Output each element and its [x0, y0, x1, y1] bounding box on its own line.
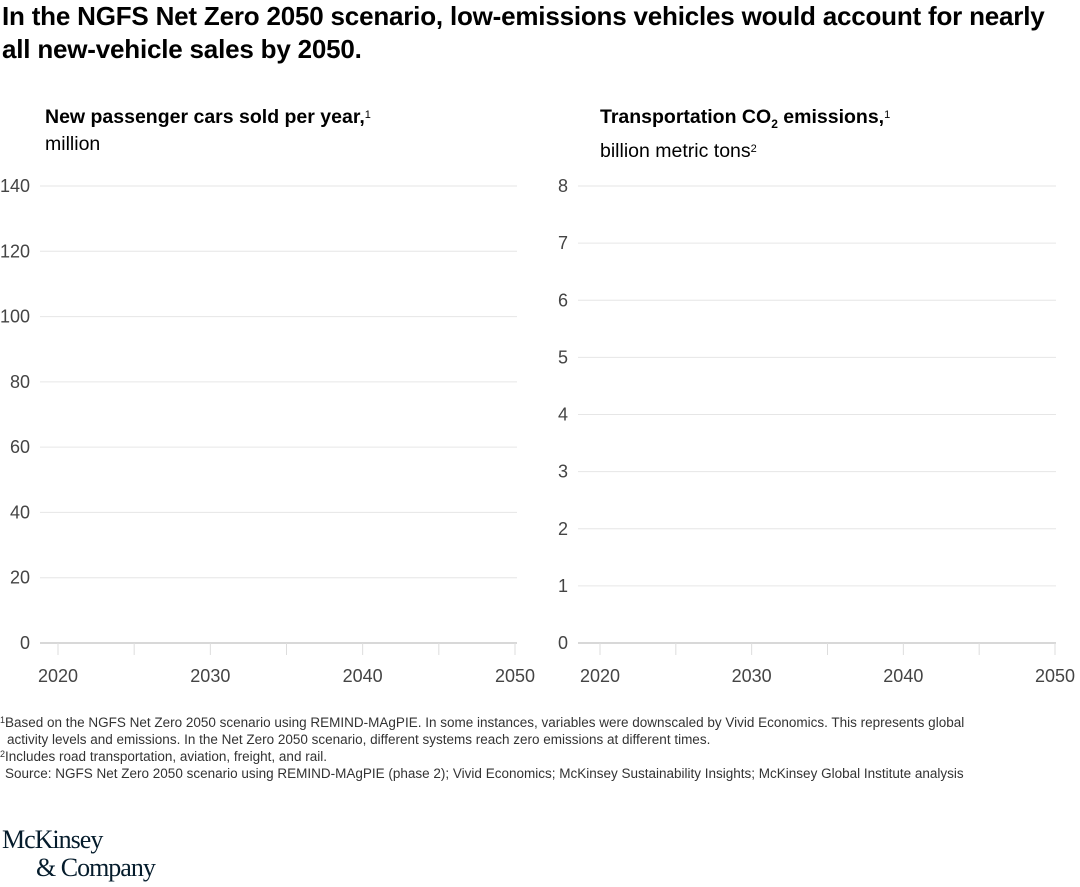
- right-panel-heading: Transportation CO2 emissions,: [600, 106, 885, 131]
- x-tick-label: 2040: [343, 666, 383, 686]
- left-panel-title: New passenger cars sold per year,1 milli…: [45, 104, 371, 158]
- y-tick-label: 60: [10, 437, 30, 457]
- footnote-1: Based on the NGFS Net Zero 2050 scenario…: [5, 715, 965, 730]
- right-panel-title: Transportation CO2 emissions,1 billion m…: [600, 104, 890, 165]
- y-tick-label: 6: [558, 290, 568, 310]
- y-tick-label: 4: [558, 405, 568, 425]
- y-tick-label: 140: [0, 176, 30, 196]
- footnote-1-cont: activity levels and emissions. In the Ne…: [7, 732, 711, 747]
- x-tick-label: 2020: [38, 666, 78, 686]
- x-tick-label: 2030: [190, 666, 230, 686]
- x-tick-label: 2030: [732, 666, 772, 686]
- x-tick-label: 2020: [580, 666, 620, 686]
- chart-headline: In the NGFS Net Zero 2050 scenario, low-…: [2, 1, 1045, 64]
- y-tick-label: 0: [20, 633, 30, 653]
- left-panel-unit: million: [45, 133, 101, 155]
- left-panel-heading: New passenger cars sold per year,: [45, 106, 365, 128]
- y-tick-label: 2: [558, 519, 568, 539]
- source-note: Source: NGFS Net Zero 2050 scenario usin…: [5, 766, 964, 781]
- y-tick-label: 0: [558, 633, 568, 653]
- footnotes: 1Based on the NGFS Net Zero 2050 scenari…: [0, 715, 965, 781]
- y-tick-label: 20: [10, 568, 30, 588]
- mckinsey-logo: McKinsey & Company: [2, 825, 156, 882]
- y-tick-label: 100: [0, 307, 30, 327]
- y-tick-label: 120: [0, 241, 30, 261]
- y-tick-label: 80: [10, 372, 30, 392]
- right-panel-unit: billion metric tons: [600, 139, 751, 162]
- y-tick-label: 5: [558, 347, 568, 367]
- y-tick-label: 1: [558, 576, 568, 596]
- x-tick-label: 2050: [1035, 666, 1075, 686]
- footnote-2: Includes road transportation, aviation, …: [5, 749, 327, 764]
- y-tick-label: 7: [558, 233, 568, 253]
- y-tick-label: 8: [558, 176, 568, 196]
- y-tick-label: 3: [558, 462, 568, 482]
- x-tick-label: 2050: [495, 666, 535, 686]
- footnote-ref: 1: [364, 109, 371, 121]
- x-tick-label: 2040: [883, 666, 923, 686]
- footnote-ref: 2: [750, 142, 757, 155]
- y-tick-label: 40: [10, 502, 30, 522]
- footnote-ref: 1: [884, 109, 891, 121]
